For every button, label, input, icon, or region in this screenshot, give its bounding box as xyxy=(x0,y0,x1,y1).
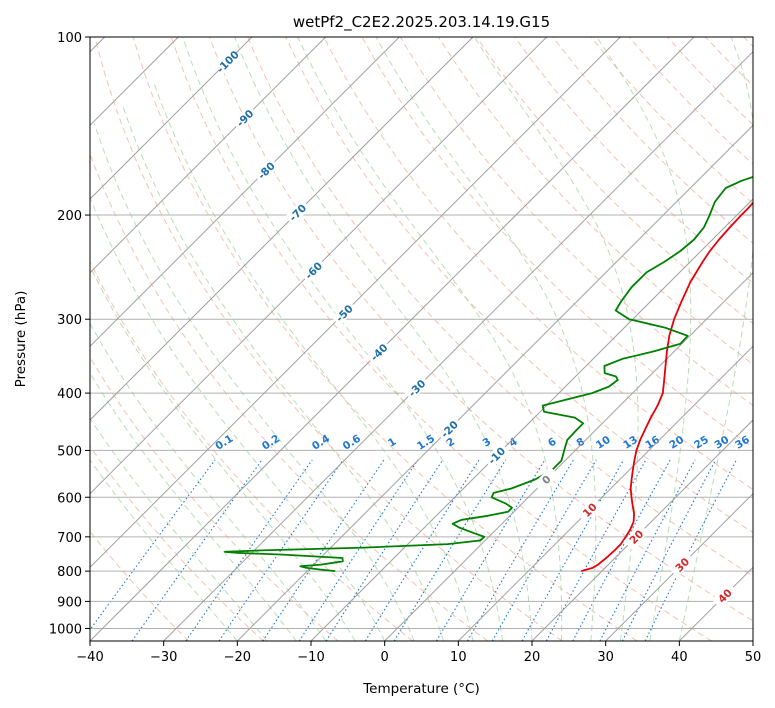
x-tick-label: 50 xyxy=(745,650,762,665)
mixing-ratio-line xyxy=(218,459,344,641)
y-axis-label: Pressure (hPa) xyxy=(13,291,29,388)
axes: −40 −30 −20 −10 0 10 20 30 40 50 100 200 300 400 500 60… xyxy=(49,31,761,665)
x-tick-label: −10 xyxy=(297,650,324,665)
moist-adiabat-line xyxy=(375,37,597,641)
mixing-ratio-line xyxy=(90,459,216,631)
isotherm-line xyxy=(310,198,753,641)
dry-adiabat-line xyxy=(247,37,753,577)
isotherm-line xyxy=(605,492,753,641)
y-tick-label: 1000 xyxy=(49,622,82,637)
isotherm-line xyxy=(236,124,753,641)
chart-title: wetPf2_C2E2.2025.203.14.19.G15 xyxy=(293,13,550,32)
mixing-ratio-line xyxy=(545,459,647,641)
moist-adiabat-line xyxy=(596,37,692,641)
moist-adiabat-line xyxy=(234,37,533,641)
isotherm-label-background xyxy=(253,157,279,184)
mixing-ratio-line xyxy=(521,459,625,641)
isotherm-line xyxy=(90,37,695,641)
dry-adiabat-line xyxy=(476,37,753,325)
x-axis-label: Temperature (°C) xyxy=(362,681,480,697)
dry-adiabat-line xyxy=(94,37,563,641)
x-tick-label: 20 xyxy=(524,650,541,665)
temperature-profile-line xyxy=(580,201,753,572)
moist-adiabat-line xyxy=(90,417,268,641)
mixing-ratio-line xyxy=(298,459,419,641)
dry-adiabats xyxy=(90,37,753,641)
isotherm-line xyxy=(163,50,753,641)
y-tick-label: 700 xyxy=(57,531,82,546)
dry-adiabat-line xyxy=(323,37,753,491)
isotherm-line xyxy=(90,37,548,495)
isotherm-label-background xyxy=(214,48,241,75)
isotherm-label-background xyxy=(576,497,603,523)
y-tick-label: 100 xyxy=(57,31,82,46)
y-tick-label: 400 xyxy=(57,387,82,402)
x-tick-label: 10 xyxy=(450,650,467,665)
x-tick-label: 40 xyxy=(671,650,688,665)
dry-adiabat-line xyxy=(514,37,753,284)
y-tick-label: 300 xyxy=(57,313,82,328)
moist-adiabat-line xyxy=(297,37,563,641)
mixing-ratio-line xyxy=(621,459,717,641)
isotherm-label-background xyxy=(300,257,327,284)
isotherm-label-background xyxy=(366,339,392,365)
y-tick-label: 600 xyxy=(57,491,82,506)
moist-adiabat-line xyxy=(153,83,474,641)
mixing-ratio-line xyxy=(185,459,313,641)
isotherm-label-background xyxy=(232,105,258,131)
isotherm-line xyxy=(384,271,753,641)
y-tick-label: 200 xyxy=(57,209,82,224)
isotherm-label-background xyxy=(623,524,649,550)
moist-adiabat-line xyxy=(90,265,356,641)
isotherm-line xyxy=(90,37,474,421)
dry-adiabat-line xyxy=(170,37,712,641)
moist-adiabat-line xyxy=(678,37,753,641)
isotherm-label-background xyxy=(436,416,463,442)
y-tick-label: 900 xyxy=(57,595,82,610)
isotherm-label-background xyxy=(533,466,559,493)
mixing-ratio-line xyxy=(644,459,737,641)
isotherm-label-background xyxy=(669,551,695,578)
dry-adiabat-line xyxy=(90,260,414,641)
dry-adiabat-line xyxy=(90,445,264,641)
isotherm-label-background xyxy=(284,199,311,226)
isotherm-line xyxy=(90,37,621,569)
mixing-ratio-line xyxy=(467,459,574,641)
y-tick-label: 800 xyxy=(57,565,82,580)
x-tick-label: −30 xyxy=(150,650,177,665)
mixing-ratio-line xyxy=(393,459,507,641)
isotherm-line xyxy=(90,37,253,200)
dry-adiabat-line xyxy=(590,37,753,205)
isotherm-line xyxy=(457,345,753,641)
moist-adiabat-line xyxy=(90,322,327,641)
isotherm-label-background xyxy=(331,300,357,326)
dry-adiabat-line xyxy=(399,37,753,407)
sounding-profiles xyxy=(224,176,753,572)
x-tick-label: −40 xyxy=(76,650,103,665)
moist-adiabat-line xyxy=(90,372,297,641)
isotherm-label-background xyxy=(711,582,738,609)
isotherms xyxy=(90,37,753,641)
isotherm-label-background xyxy=(483,442,510,469)
mixing-ratio-line xyxy=(491,459,597,641)
y-tick-label: 500 xyxy=(57,444,82,459)
mixing-ratio-line xyxy=(131,459,263,641)
isotherm-line xyxy=(90,37,327,274)
moist-adiabat-line xyxy=(121,104,445,641)
dry-adiabat-line xyxy=(628,37,753,165)
moist-adiabat-line xyxy=(473,37,639,641)
plot-frame xyxy=(89,36,754,642)
isotherm-label-background xyxy=(404,375,430,401)
dewpoint-profile-line xyxy=(224,176,753,572)
x-tick-label: 0 xyxy=(381,650,389,665)
x-tick-label: 30 xyxy=(597,650,614,665)
isotherm-line xyxy=(90,37,400,348)
dry-adiabat-line xyxy=(132,37,638,641)
mixing-ratio-line xyxy=(435,459,546,641)
x-tick-label: −20 xyxy=(224,650,251,665)
mixing-ratio-line xyxy=(262,459,385,641)
